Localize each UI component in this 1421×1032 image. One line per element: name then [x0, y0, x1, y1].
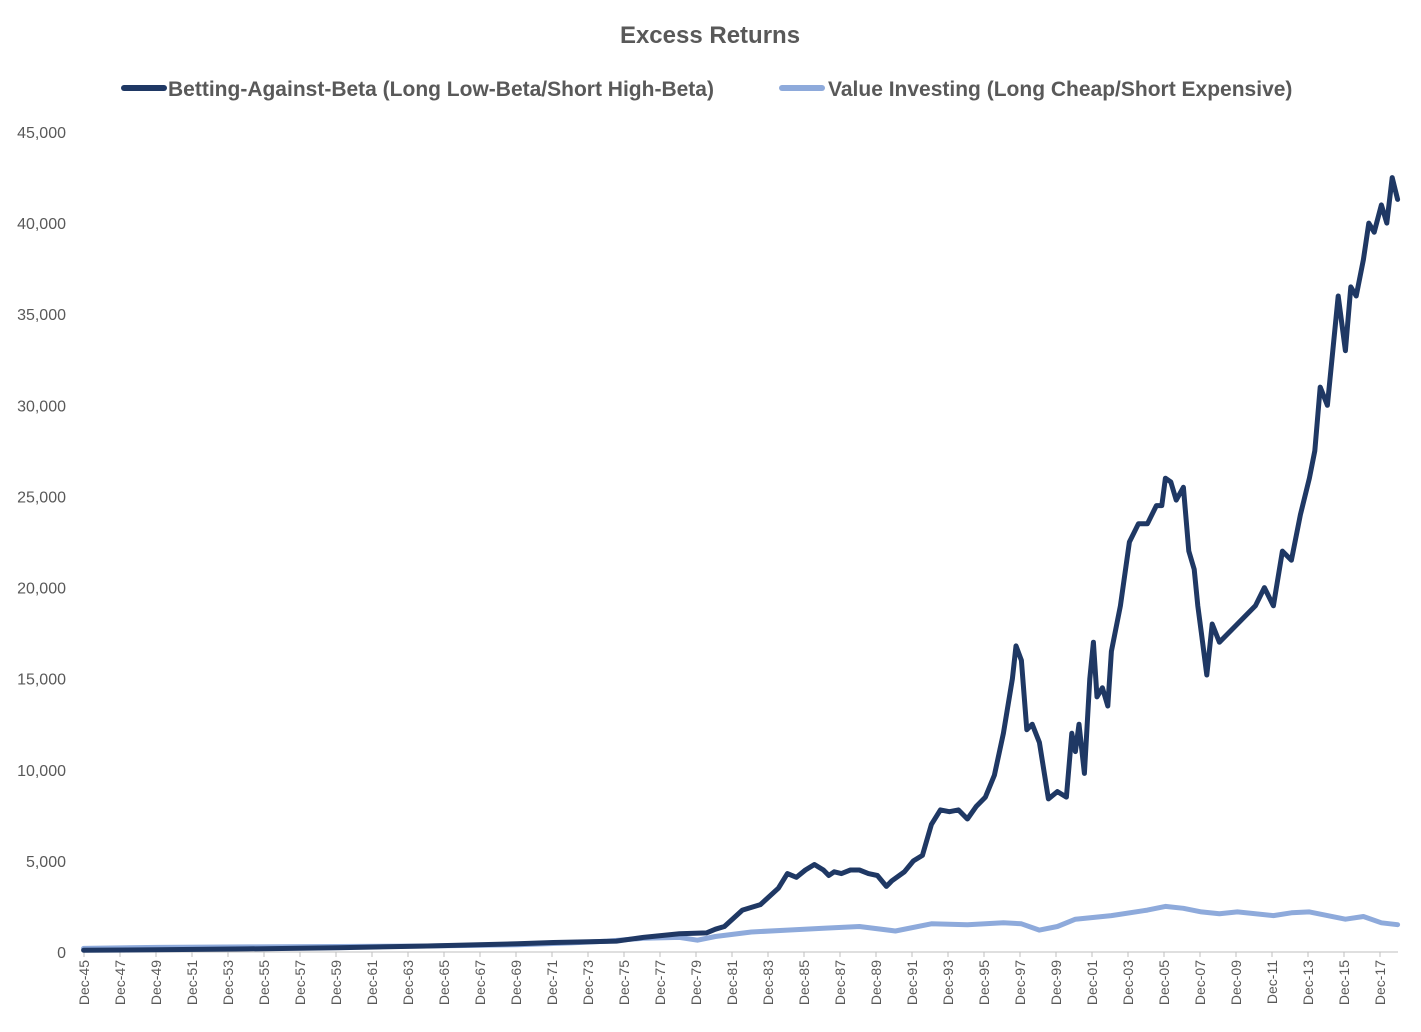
x-tick-label: Dec-47 — [112, 960, 128, 1005]
x-tick-label: Dec-95 — [976, 960, 992, 1005]
x-tick-label: Dec-77 — [652, 960, 668, 1005]
x-tick-label: Dec-67 — [472, 960, 488, 1005]
x-axis: Dec-45 Dec-47 Dec-49 Dec-51 Dec-53 Dec-55 Dec-… — [76, 951, 1398, 1005]
x-tick-label: Dec-03 — [1120, 960, 1136, 1005]
x-tick-label: Dec-49 — [148, 960, 164, 1005]
y-tick-label: 45,000 — [17, 125, 66, 142]
x-tick-label: Dec-87 — [832, 960, 848, 1005]
legend-label-bab: Betting-Against-Beta (Long Low-Beta/Shor… — [168, 78, 714, 101]
x-tick-label: Dec-05 — [1156, 960, 1172, 1005]
legend: Betting-Against-Beta (Long Low-Beta/Shor… — [121, 78, 1292, 101]
chart-title: Excess Returns — [620, 22, 800, 49]
x-tick-label: Dec-57 — [292, 960, 308, 1005]
legend-item-value: Value Investing (Long Cheap/Short Expens… — [779, 78, 1292, 101]
x-tick-label: Dec-75 — [616, 960, 632, 1005]
x-tick-label: Dec-53 — [220, 960, 236, 1005]
y-tick-label: 40,000 — [17, 216, 66, 233]
x-tick-label: Dec-01 — [1084, 960, 1100, 1005]
x-tick-label: Dec-85 — [796, 960, 812, 1005]
plot-area — [81, 175, 1401, 953]
x-tick-label: Dec-11 — [1264, 960, 1280, 1004]
x-tick-label: Dec-69 — [508, 960, 524, 1005]
x-tick-label: Dec-71 — [544, 960, 560, 1005]
x-tick-label: Dec-45 — [76, 960, 92, 1005]
x-tick-label: Dec-13 — [1300, 960, 1316, 1005]
x-tick-label: Dec-55 — [256, 960, 272, 1005]
x-tick-label: Dec-09 — [1228, 960, 1244, 1005]
x-tick-label: Dec-99 — [1048, 960, 1064, 1005]
y-tick-label: 35,000 — [17, 307, 66, 324]
x-tick-label: Dec-07 — [1192, 960, 1208, 1005]
x-tick-label: Dec-65 — [436, 960, 452, 1005]
x-tick-label: Dec-81 — [724, 960, 740, 1005]
x-tick-label: Dec-89 — [868, 960, 884, 1005]
legend-label-value: Value Investing (Long Cheap/Short Expens… — [828, 78, 1292, 101]
x-tick-label: Dec-73 — [580, 960, 596, 1005]
x-tick-label: Dec-17 — [1372, 960, 1388, 1005]
x-tick-label: Dec-97 — [1012, 960, 1028, 1005]
x-tick-label: Dec-59 — [328, 960, 344, 1005]
x-tick-label: Dec-63 — [400, 960, 416, 1005]
y-tick-label: 20,000 — [17, 581, 66, 598]
y-tick-label: 0 — [57, 945, 66, 962]
x-tick-label: Dec-83 — [760, 960, 776, 1005]
series-line-bab — [81, 175, 1401, 953]
y-tick-label: 15,000 — [17, 672, 66, 689]
x-tick-label: Dec-93 — [940, 960, 956, 1005]
legend-item-bab: Betting-Against-Beta (Long Low-Beta/Shor… — [121, 78, 714, 101]
y-axis: 0 5,000 10,000 15,000 20,000 25,000 30,000 35,0… — [17, 125, 66, 962]
x-tick-label: Dec-15 — [1336, 960, 1352, 1005]
y-tick-label: 5,000 — [26, 854, 66, 871]
y-tick-label: 30,000 — [17, 398, 66, 415]
x-tick-label: Dec-91 — [904, 960, 920, 1005]
x-tick-label: Dec-61 — [364, 960, 380, 1005]
y-tick-label: 10,000 — [17, 763, 66, 780]
y-tick-label: 25,000 — [17, 489, 66, 506]
x-tick-label: Dec-79 — [688, 960, 704, 1005]
x-tick-label: Dec-51 — [184, 960, 200, 1005]
